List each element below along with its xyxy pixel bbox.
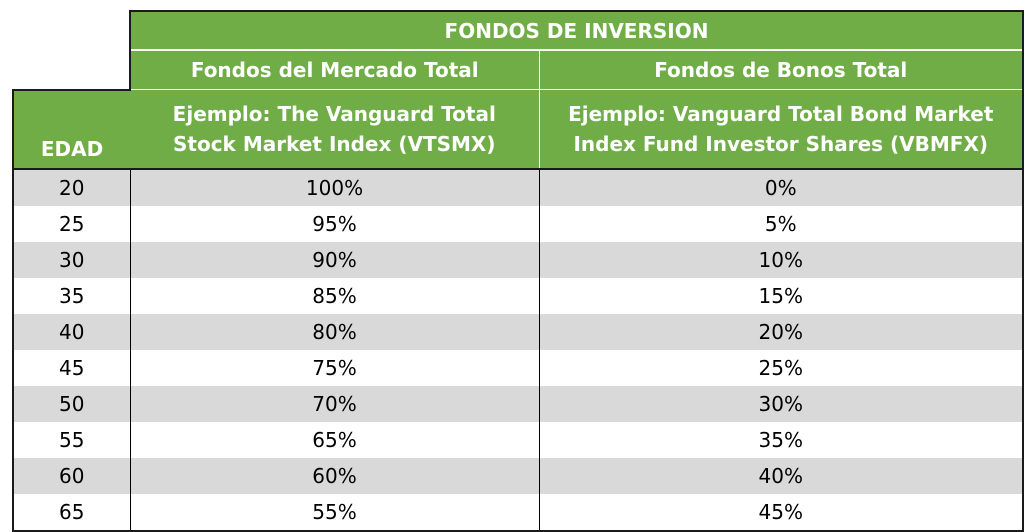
- bond-fund-header: Fondos de Bonos Total: [539, 49, 1024, 90]
- stock-fund-header: Fondos del Mercado Total: [129, 49, 540, 90]
- stock-percent-cell: 75%: [129, 349, 539, 386]
- table-row: 55 65% 35%: [12, 421, 1024, 458]
- stock-percent-cell: 70%: [129, 385, 539, 422]
- bond-percent-cell: 0%: [538, 167, 1024, 206]
- age-cell: 55: [12, 421, 130, 458]
- stock-percent-cell: 100%: [129, 167, 539, 206]
- bond-percent-cell: 30%: [538, 385, 1024, 422]
- bond-percent-cell: 40%: [538, 457, 1024, 494]
- stock-percent-cell: 95%: [129, 205, 539, 242]
- table-row: 65 55% 45%: [12, 493, 1024, 532]
- stock-example-line-2: Stock Market Index (VTSMX): [173, 131, 496, 156]
- stock-percent-cell: 90%: [129, 241, 539, 278]
- table-row: 60 60% 40%: [12, 457, 1024, 494]
- bond-percent-cell: 10%: [538, 241, 1024, 278]
- bond-percent-cell: 5%: [538, 205, 1024, 242]
- table-row: 30 90% 10%: [12, 241, 1024, 278]
- empty-corner-cell: [13, 50, 130, 90]
- bond-percent-cell: 35%: [538, 421, 1024, 458]
- stock-percent-cell: 55%: [129, 493, 539, 532]
- age-cell: 30: [12, 241, 130, 278]
- empty-corner-cell: [13, 11, 130, 50]
- bond-percent-cell: 15%: [538, 277, 1024, 314]
- bond-percent-cell: 20%: [538, 313, 1024, 350]
- age-cell: 25: [12, 205, 130, 242]
- bond-percent-cell: 45%: [538, 493, 1024, 532]
- bond-example-line-2: Index Fund Investor Shares (VBMFX): [573, 131, 989, 156]
- bond-percent-cell: 25%: [538, 349, 1024, 386]
- table-row: 25 95% 5%: [12, 205, 1024, 242]
- table-row: 35 85% 15%: [12, 277, 1024, 314]
- table-row: 45 75% 25%: [12, 349, 1024, 386]
- bond-example-line-1: Ejemplo: Vanguard Total Bond Market: [568, 101, 994, 126]
- table-row: 20 100% 0%: [12, 167, 1024, 206]
- investment-allocation-table: FONDOS DE INVERSION Fondos del Mercado T…: [12, 10, 1024, 532]
- table-row: 50 70% 30%: [12, 385, 1024, 422]
- bond-fund-example: Ejemplo: Vanguard Total Bond Market Inde…: [539, 89, 1024, 169]
- age-column-header: EDAD: [12, 88, 130, 169]
- age-cell: 60: [12, 457, 130, 494]
- age-cell: 35: [12, 277, 130, 314]
- stock-example-line-1: Ejemplo: The Vanguard Total: [172, 101, 496, 126]
- table-title: FONDOS DE INVERSION: [129, 10, 1024, 50]
- stock-percent-cell: 65%: [129, 421, 539, 458]
- stock-fund-example: Ejemplo: The Vanguard Total Stock Market…: [130, 89, 540, 169]
- age-cell: 45: [12, 349, 130, 386]
- table-row: 40 80% 20%: [12, 313, 1024, 350]
- age-cell: 20: [12, 167, 130, 206]
- age-cell: 65: [12, 493, 130, 532]
- stock-percent-cell: 80%: [129, 313, 539, 350]
- stock-percent-cell: 60%: [129, 457, 539, 494]
- age-cell: 40: [12, 313, 130, 350]
- stock-percent-cell: 85%: [129, 277, 539, 314]
- age-cell: 50: [12, 385, 130, 422]
